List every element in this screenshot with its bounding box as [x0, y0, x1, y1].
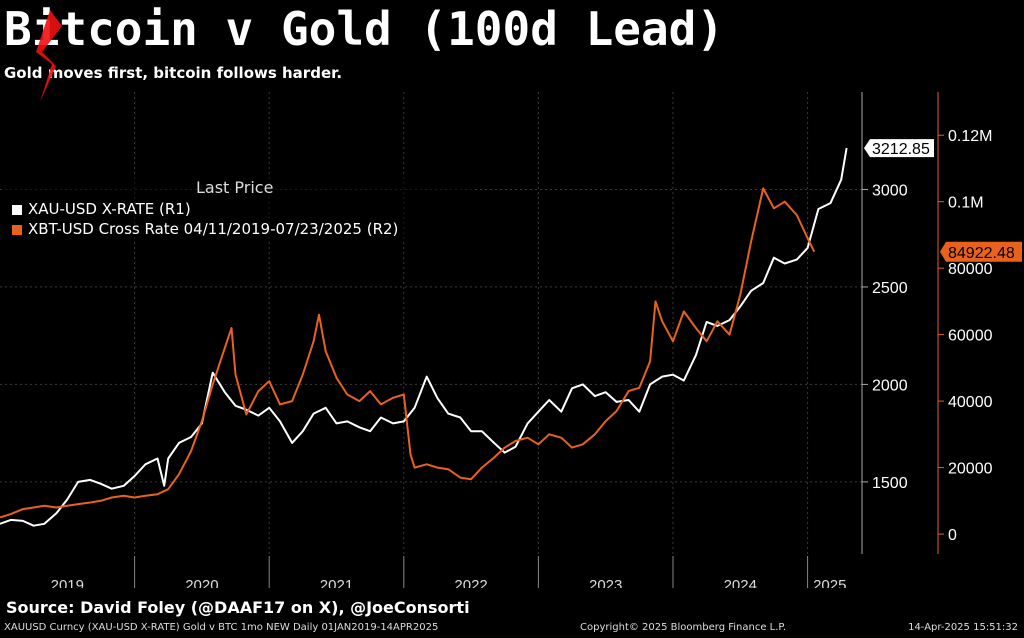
- legend-label-bitcoin: XBT-USD Cross Rate 04/11/2019-07/23/2025…: [28, 220, 399, 238]
- axis-r2-tick-label: 0: [948, 527, 957, 544]
- series-layer: [0, 147, 848, 527]
- axis-r2-tick-label: 40000: [948, 394, 993, 411]
- legend-swatch-bitcoin: [12, 224, 22, 235]
- axis-r1-tick-label: 2000: [872, 377, 908, 394]
- legend-label-gold: XAU-USD X-RATE (R1): [28, 200, 191, 218]
- footer-security-info: XAUUSD Curncy (XAU-USD X-RATE) Gold v BT…: [4, 622, 439, 633]
- chart-title: Bitcoin v Gold (100d Lead): [4, 2, 725, 56]
- x-tick-label: 2021: [320, 577, 353, 588]
- x-tick-label: 2019: [51, 577, 84, 588]
- axis-r2-tick-label: 20000: [948, 461, 993, 478]
- last-value-label-bitcoin: 84922.48: [948, 245, 1015, 262]
- axes: 1500 2000 2500 3000 0 20000 40000 60000 80000 0.1…: [51, 92, 1022, 588]
- x-tick-label: 2022: [454, 577, 487, 588]
- series-line-bitcoin: [0, 187, 816, 519]
- axis-r2-tick-label: 0.1M: [948, 195, 984, 212]
- last-value-badge-bitcoin: [940, 241, 1022, 262]
- chart-svg: 1500 2000 2500 3000 0 20000 40000 60000 80000 0.1…: [0, 92, 1022, 588]
- axis-r2-tick-label: 80000: [948, 261, 993, 278]
- axis-r1-tick-label: 3000: [872, 182, 908, 199]
- axis-r2-tick-label: 60000: [948, 328, 993, 345]
- legend-swatch-gold: [12, 204, 22, 215]
- x-tick-label: 2024: [724, 577, 757, 588]
- source-text: Source: David Foley (@DAAF17 on X), @Joe…: [6, 598, 470, 617]
- chart-subtitle: Gold moves first, bitcoin follows harder…: [4, 64, 343, 82]
- axis-r1-tick-label: 2500: [872, 280, 908, 297]
- legend-title: Last Price: [196, 178, 274, 197]
- last-value-label-gold: 3212.85: [872, 141, 930, 158]
- logo-watermark-icon: [36, 10, 62, 102]
- x-tick-label: 2020: [185, 577, 218, 588]
- x-tick-label: 2023: [589, 577, 622, 588]
- legend: Last Price XAU-USD X-RATE (R1) XBT-USD C…: [2, 176, 472, 240]
- last-value-badge-gold: [864, 139, 934, 158]
- footer-timestamp: 14-Apr-2025 15:51:32: [908, 622, 1018, 633]
- legend-item-bitcoin: XBT-USD Cross Rate 04/11/2019-07/23/2025…: [12, 220, 398, 238]
- footer-copyright: Copyright© 2025 Bloomberg Finance L.P.: [580, 622, 787, 633]
- legend-item-gold: XAU-USD X-RATE (R1): [12, 200, 191, 218]
- axis-r2-tick-label: 0.12M: [948, 128, 992, 145]
- x-tick-label: 2025: [813, 577, 846, 588]
- axis-r1-tick-label: 1500: [872, 475, 908, 492]
- series-line-gold: [0, 147, 848, 527]
